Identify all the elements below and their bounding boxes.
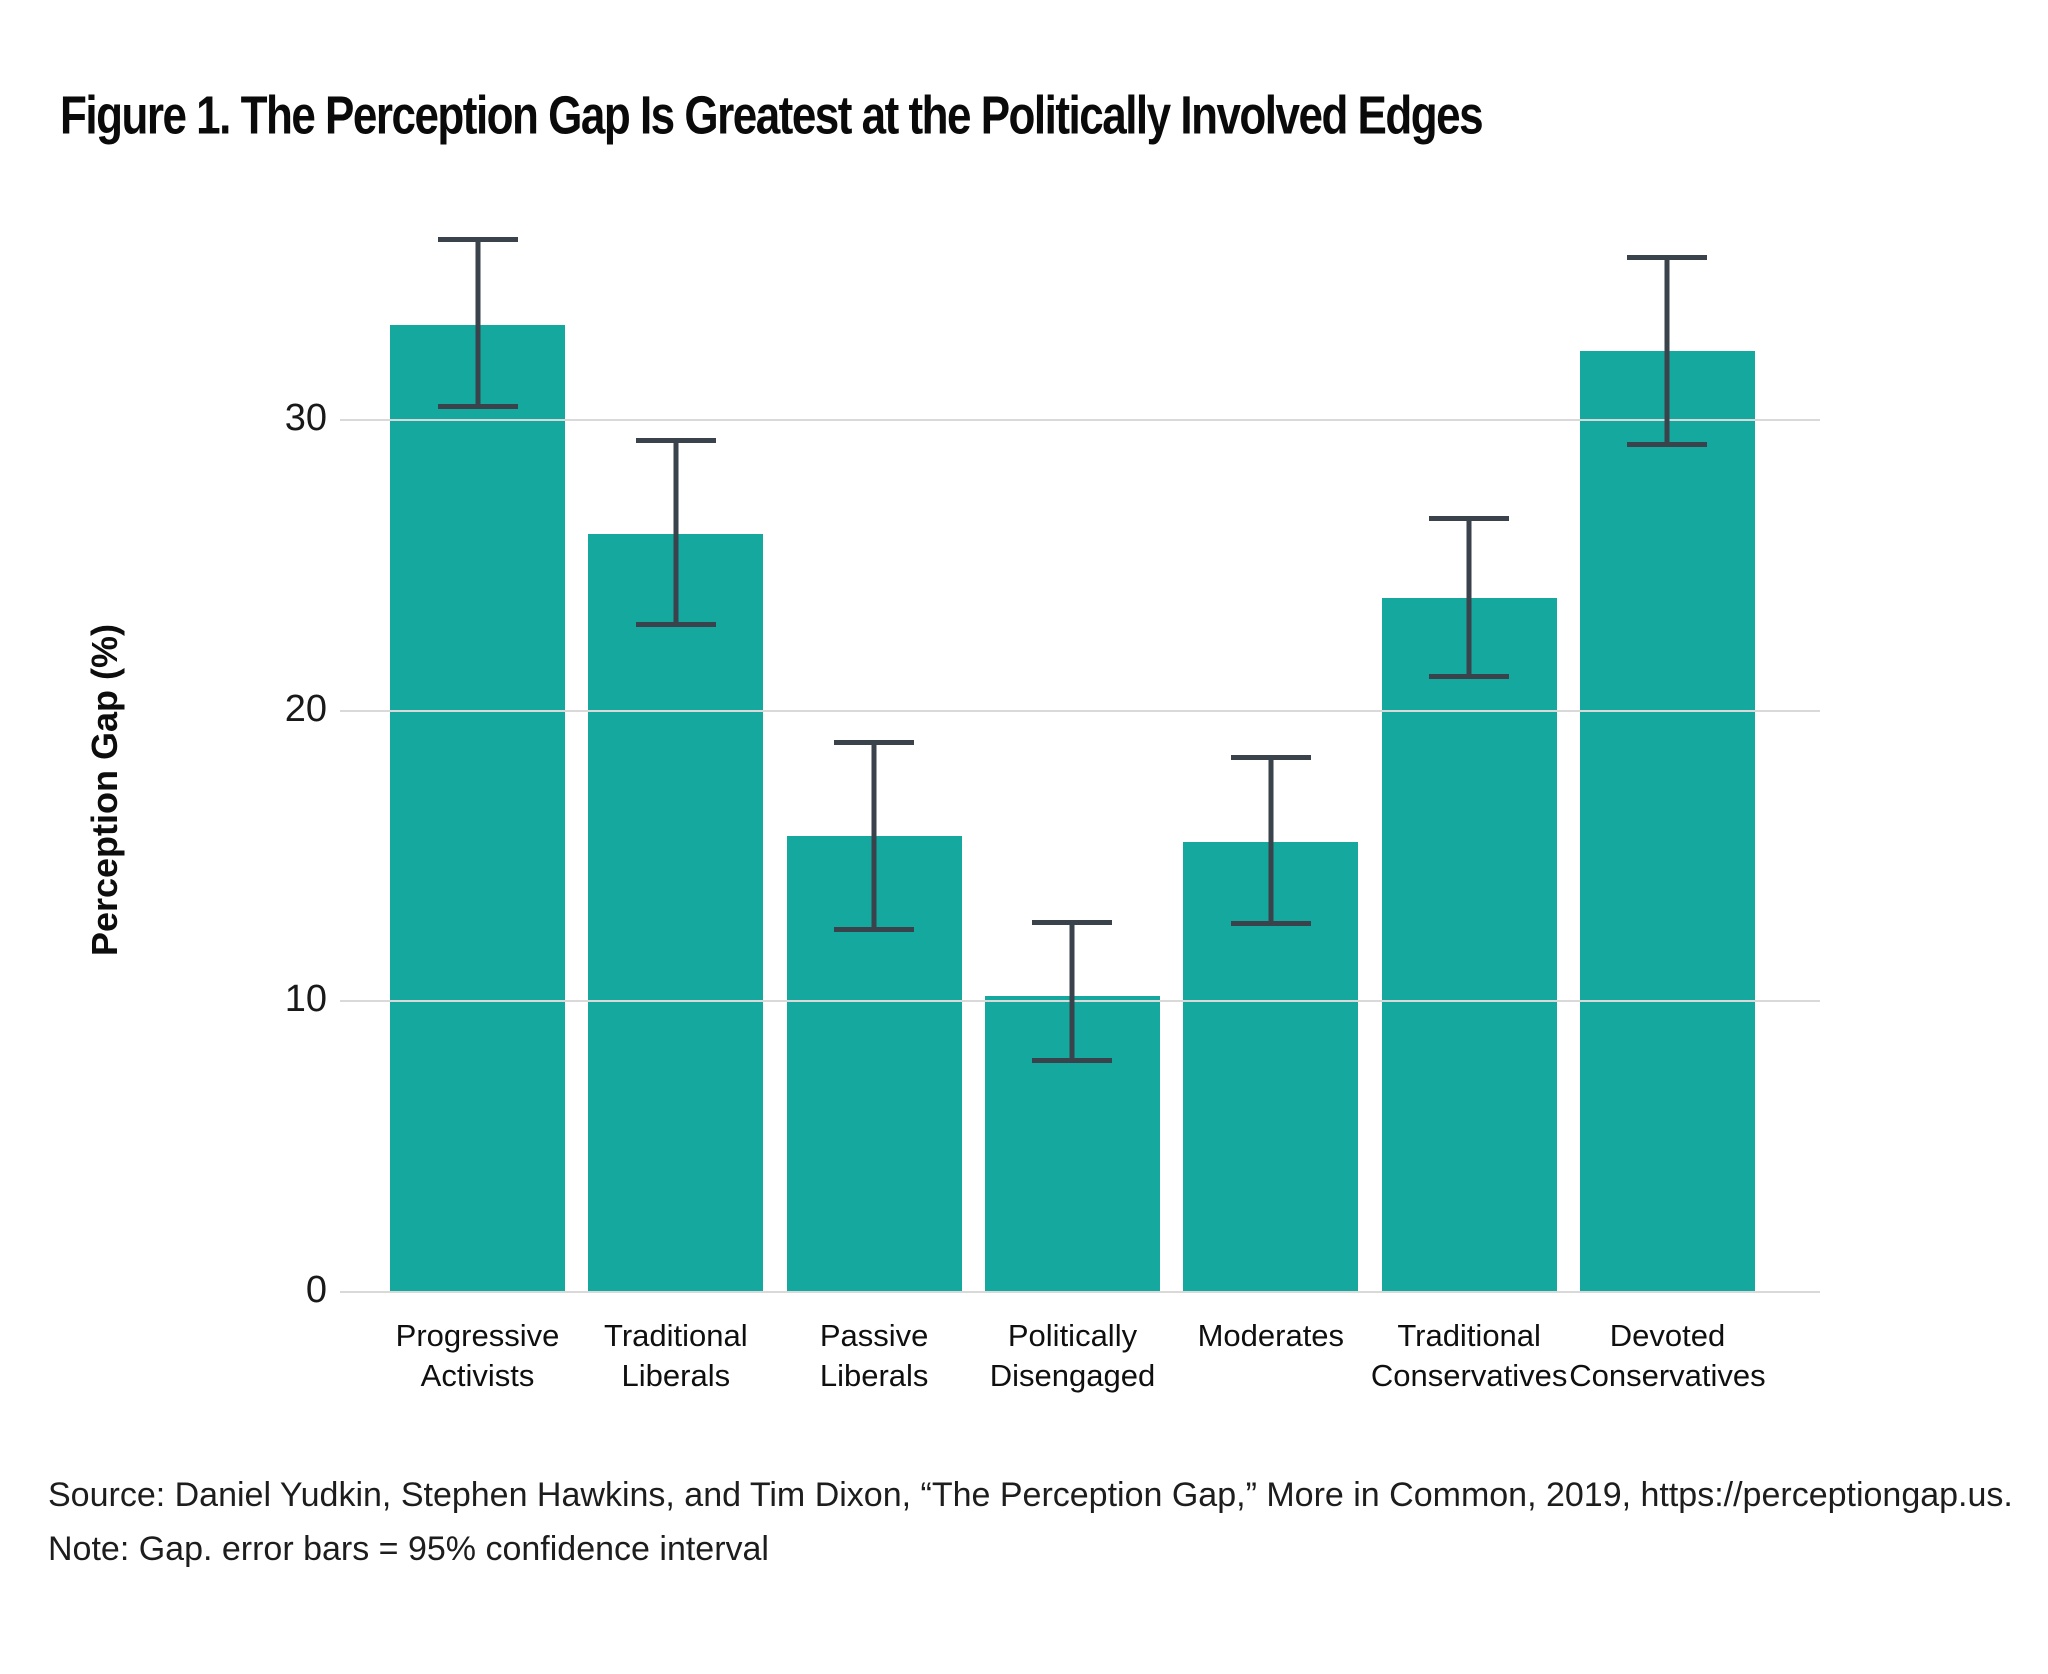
error-bar-cap-icon — [437, 237, 518, 243]
error-bar-stem-icon — [1466, 516, 1472, 680]
error-bar-traditional-conservatives — [1429, 516, 1510, 680]
category-label-line: Devoted — [1609, 1318, 1726, 1353]
category-label-line: Conservatives — [1370, 1358, 1568, 1393]
error-bar-progressive-activists — [437, 237, 518, 409]
error-bar-stem-icon — [673, 437, 679, 627]
error-bar-cap-icon — [1627, 441, 1708, 447]
bar-progressive-activists — [390, 324, 565, 1292]
category-label-line: Traditional — [1397, 1318, 1541, 1353]
error-bar-cap-icon — [635, 437, 716, 443]
error-bar-stem-icon — [871, 740, 877, 932]
error-bar-stem-icon — [475, 237, 480, 409]
category-label-devoted-conservatives: Devoted Conservatives — [1537, 1316, 1797, 1396]
note-text: Note: Gap. error bars = 95% confidence i… — [48, 1530, 769, 1568]
category-label-line: Liberals — [819, 1358, 929, 1393]
category-label-line: Passive — [819, 1318, 929, 1353]
error-bar-cap-icon — [1230, 754, 1311, 760]
error-bar-stem-icon — [1664, 254, 1670, 447]
bar-traditional-liberals — [588, 533, 764, 1292]
error-bar-stem-icon — [1069, 920, 1075, 1063]
error-bar-passive-liberals — [834, 740, 915, 932]
category-label-line: Conservatives — [1569, 1358, 1766, 1393]
error-bar-stem-icon — [1268, 754, 1274, 926]
error-bar-traditional-liberals — [635, 437, 716, 627]
category-label-moderates: Moderates — [1141, 1316, 1401, 1356]
gridline-0 — [340, 1291, 1820, 1293]
bar-devoted-conservatives — [1579, 350, 1755, 1292]
gridline-10 — [340, 1000, 1820, 1003]
category-label-traditional-liberals: Traditional Liberals — [546, 1316, 806, 1396]
category-label-line: Activists — [420, 1358, 535, 1393]
error-bar-cap-icon — [1429, 516, 1510, 522]
figure-title: Figure 1. The Perception Gap Is Greatest… — [60, 86, 1484, 146]
bar-traditional-conservatives — [1381, 597, 1557, 1292]
gridline-30 — [340, 419, 1820, 422]
chart-plot-area — [340, 220, 1820, 1293]
category-label-line: Politically — [1007, 1318, 1138, 1353]
category-label-line: Liberals — [621, 1358, 731, 1393]
y-tick-label-0: 0 — [305, 1269, 327, 1311]
y-tick-label-20: 20 — [284, 687, 327, 730]
y-tick-label-10: 10 — [284, 978, 327, 1021]
source-text: Source: Daniel Yudkin, Stephen Hawkins, … — [48, 1476, 2013, 1514]
y-tick-label-30: 30 — [284, 397, 327, 440]
error-bar-cap-icon — [437, 403, 518, 409]
error-bar-cap-icon — [1429, 674, 1510, 680]
category-label-progressive-activists: Progressive Activists — [348, 1316, 608, 1396]
gridline-20 — [340, 709, 1820, 712]
category-label-line: Progressive — [395, 1318, 560, 1353]
category-label-politically-disengaged: Politically Disengaged — [942, 1316, 1202, 1396]
error-bar-cap-icon — [635, 621, 716, 627]
error-bar-cap-icon — [834, 740, 915, 746]
error-bar-politically-disengaged — [1032, 920, 1113, 1063]
y-axis-label: Perception Gap (%) — [84, 623, 125, 957]
category-label-passive-liberals: Passive Liberals — [744, 1316, 1004, 1396]
category-label-traditional-conservatives: Traditional Conservatives — [1339, 1316, 1599, 1396]
error-bar-cap-icon — [1032, 1057, 1113, 1063]
error-bar-cap-icon — [834, 926, 915, 932]
category-label-line: Disengaged — [989, 1358, 1156, 1393]
category-label-line: Moderates — [1197, 1318, 1345, 1353]
error-bar-devoted-conservatives — [1627, 254, 1708, 447]
category-label-line: Traditional — [604, 1318, 748, 1353]
error-bar-cap-icon — [1627, 254, 1708, 260]
error-bar-cap-icon — [1230, 920, 1311, 926]
error-bar-moderates — [1230, 754, 1311, 926]
error-bar-cap-icon — [1032, 920, 1113, 926]
